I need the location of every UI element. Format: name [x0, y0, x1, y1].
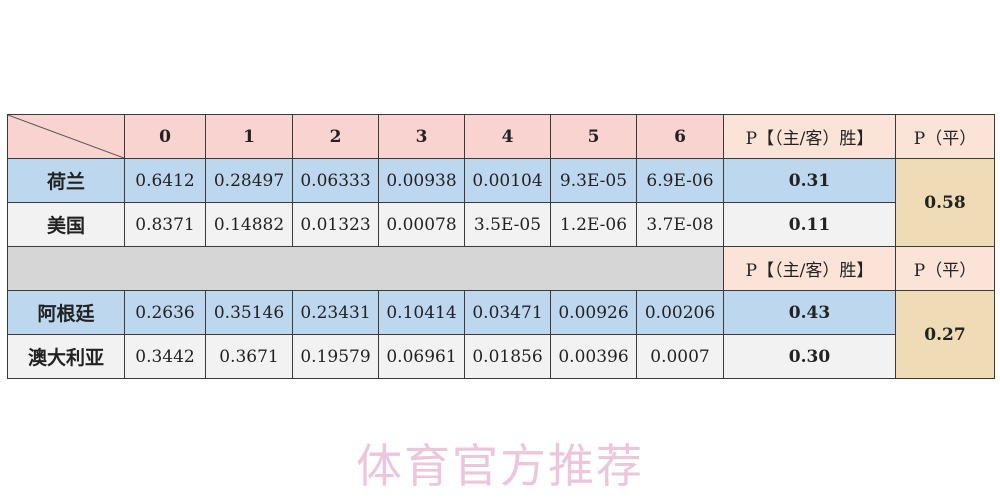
p-win-header: P【（主/客）胜】	[723, 114, 896, 159]
corner-cell	[7, 114, 125, 159]
p-win-header: P【（主/客）胜】	[723, 246, 896, 291]
prob-cell: 0.3671	[205, 334, 293, 379]
prob-cell: 3.5E-05	[464, 202, 551, 247]
p-win-cell: 0.31	[723, 158, 896, 203]
prob-cell: 0.2636	[124, 290, 206, 335]
prob-cell: 0.01856	[464, 334, 551, 379]
prob-cell: 0.00078	[378, 202, 465, 247]
prob-cell: 0.19579	[292, 334, 379, 379]
prob-cell: 0.06333	[292, 158, 379, 203]
prob-cell: 0.6412	[124, 158, 206, 203]
goal-header: 2	[292, 114, 379, 159]
prob-cell: 0.28497	[205, 158, 293, 203]
table-row: 澳大利亚 0.3442 0.3671 0.19579 0.06961 0.018…	[7, 334, 995, 379]
prob-cell: 0.14882	[205, 202, 293, 247]
p-win-cell: 0.30	[723, 334, 896, 379]
prob-cell: 0.0007	[636, 334, 724, 379]
p-draw-header: P（平）	[895, 246, 995, 291]
goal-header: 6	[636, 114, 724, 159]
prob-cell: 0.00104	[464, 158, 551, 203]
prob-cell: 0.00396	[550, 334, 637, 379]
separator-row: P【（主/客）胜】 P（平）	[7, 246, 995, 291]
team-name: 阿根廷	[7, 290, 125, 335]
table-row: 荷兰 0.6412 0.28497 0.06333 0.00938 0.0010…	[7, 158, 995, 247]
table-row: 美国 0.8371 0.14882 0.01323 0.00078 3.5E-0…	[7, 202, 995, 247]
prob-cell: 0.35146	[205, 290, 293, 335]
probability-table: 0 1 2 3 4 5 6 P【（主/客）胜】 P（平） 荷兰 0.6412 0…	[7, 114, 995, 379]
watermark: 体育官方推荐	[356, 439, 644, 493]
goal-header: 1	[205, 114, 293, 159]
prob-cell: 1.2E-06	[550, 202, 637, 247]
separator-cell	[7, 246, 724, 291]
p-draw-header: P（平）	[895, 114, 995, 159]
prob-cell: 0.00938	[378, 158, 465, 203]
goal-header: 0	[124, 114, 206, 159]
prob-cell: 0.3442	[124, 334, 206, 379]
p-win-cell: 0.11	[723, 202, 896, 247]
prob-cell: 9.3E-05	[550, 158, 637, 203]
prob-cell: 0.23431	[292, 290, 379, 335]
goal-header: 3	[378, 114, 465, 159]
prob-cell: 0.03471	[464, 290, 551, 335]
p-draw-cell: 0.58	[895, 158, 995, 247]
prob-cell: 0.06961	[378, 334, 465, 379]
prob-cell: 6.9E-06	[636, 158, 724, 203]
team-name: 澳大利亚	[7, 334, 125, 379]
team-name: 美国	[7, 202, 125, 247]
table-row: 阿根廷 0.2636 0.35146 0.23431 0.10414 0.034…	[7, 290, 995, 379]
prob-cell: 0.00206	[636, 290, 724, 335]
p-win-cell: 0.43	[723, 290, 896, 335]
p-draw-cell: 0.27	[895, 290, 995, 379]
goal-header: 4	[464, 114, 551, 159]
prob-cell: 0.10414	[378, 290, 465, 335]
prob-cell: 0.8371	[124, 202, 206, 247]
prob-cell: 3.7E-08	[636, 202, 724, 247]
goal-header: 5	[550, 114, 637, 159]
prob-cell: 0.01323	[292, 202, 379, 247]
prob-cell: 0.00926	[550, 290, 637, 335]
header-row: 0 1 2 3 4 5 6 P【（主/客）胜】 P（平）	[7, 114, 995, 159]
team-name: 荷兰	[7, 158, 125, 203]
